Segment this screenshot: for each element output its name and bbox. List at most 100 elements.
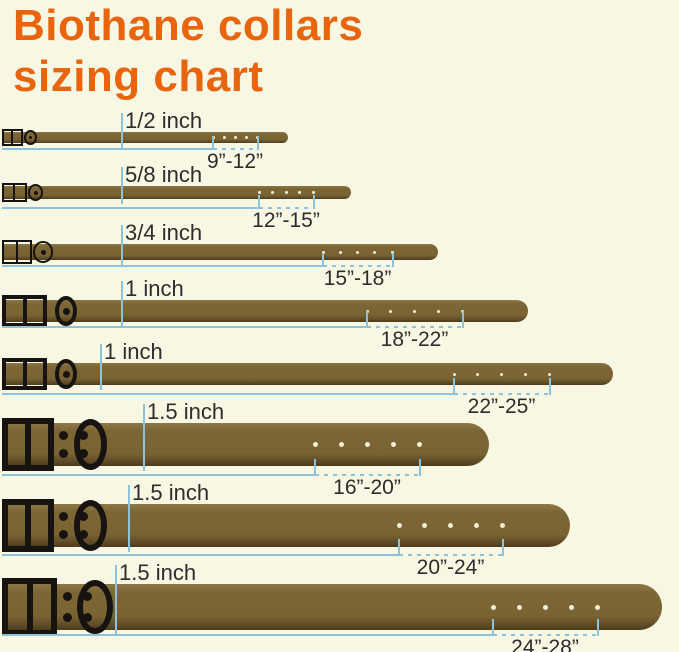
measure-line-dashed [399, 554, 504, 556]
d-ring-icon [23, 130, 38, 145]
buckle-icon [2, 578, 58, 636]
measure-tick-end [257, 136, 259, 150]
measure-tick-start [314, 459, 316, 476]
buckle-icon [2, 417, 54, 472]
buckle-pin-icon [62, 370, 70, 378]
adjustment-hole [594, 604, 600, 610]
collar-strap [2, 244, 438, 260]
d-ring-icon [73, 419, 108, 470]
buckle-icon [2, 358, 48, 390]
adjustment-hole [547, 372, 551, 376]
adjustment-hole [516, 604, 522, 610]
collar-range-label: 16”-20” [333, 476, 401, 499]
adjustment-hole [568, 604, 574, 610]
measure-line-solid [2, 393, 454, 395]
adjustment-hole [257, 191, 261, 194]
adjustment-hole [364, 442, 370, 447]
measure-tick-start [492, 619, 494, 636]
collar-strap [2, 584, 662, 630]
measure-tick-end [597, 619, 599, 636]
adjustment-hole [271, 191, 274, 194]
buckle-pin-icon [40, 249, 46, 255]
adjustment-hole [211, 136, 215, 139]
page-title-line1: Biothane collars [13, 1, 364, 50]
adjustment-hole [413, 309, 416, 313]
collar-range-label: 20”-24” [416, 556, 485, 579]
measure-tick-start [366, 311, 368, 328]
adjustment-hole [523, 372, 527, 376]
measure-line-dashed [493, 634, 599, 636]
rivet-icon [59, 511, 69, 521]
width-marker-line [121, 167, 123, 204]
rivet-icon [59, 430, 69, 440]
adjustment-hole [389, 309, 393, 313]
measure-tick-start [453, 378, 455, 395]
rivet-icon [79, 511, 89, 521]
page-title: Biothane collars sizing chart [13, 0, 363, 102]
d-ring-icon [77, 579, 114, 635]
measure-tick-start [398, 539, 400, 556]
measure-tick-end [462, 311, 464, 328]
collar-range-label: 24”-28” [511, 636, 579, 652]
d-ring-icon [55, 358, 78, 390]
adjustment-hole [312, 442, 318, 447]
rivet-icon [79, 430, 89, 440]
buckle-icon [2, 498, 54, 553]
adjustment-hole [338, 250, 342, 254]
measure-tick-start [212, 136, 214, 150]
collar-width-label: 5/8 inch [125, 162, 203, 187]
adjustment-hole [436, 309, 440, 313]
collar-strap [2, 504, 570, 547]
adjustment-hole [365, 309, 369, 313]
buckle-icon [2, 129, 23, 146]
collar-strap [2, 423, 489, 466]
width-marker-line [143, 404, 145, 471]
buckle-icon [2, 182, 27, 203]
adjustment-hole [500, 372, 503, 376]
buckle-pin-icon [29, 136, 32, 139]
adjustment-hole [490, 604, 496, 610]
adjustment-hole [396, 523, 402, 528]
adjustment-hole [284, 191, 288, 194]
adjustment-hole [460, 309, 464, 313]
buckle-icon [2, 295, 48, 327]
adjustment-hole [390, 442, 396, 447]
d-ring-icon [27, 183, 44, 202]
collar-range-label: 18”-22” [380, 328, 449, 351]
measure-line-dashed [367, 326, 464, 328]
collar-width-label: 3/4 inch [125, 220, 203, 245]
width-marker-line [100, 344, 102, 390]
adjustment-hole [356, 250, 359, 254]
rivet-icon [62, 592, 72, 602]
adjustment-hole [244, 136, 248, 139]
collar-range-label: 12”-15” [252, 209, 320, 232]
measure-line-solid [2, 148, 213, 150]
width-marker-line [128, 485, 130, 552]
width-marker-line [121, 113, 123, 148]
measure-line-dashed [213, 148, 259, 150]
collar-width-label: 1.5 inch [132, 480, 210, 505]
collar-range-label: 9”-12” [206, 150, 264, 173]
adjustment-hole [473, 523, 479, 528]
width-marker-line [115, 565, 117, 635]
measure-line-solid [2, 207, 259, 209]
measure-line-dashed [315, 474, 421, 476]
collar-range-label: 22”-25” [467, 395, 536, 418]
adjustment-hole [338, 442, 344, 447]
rivet-icon [59, 530, 69, 540]
buckle-pin-icon [33, 190, 38, 195]
d-ring-icon [55, 295, 78, 327]
page-title-line2: sizing chart [13, 52, 264, 102]
measure-line-solid [2, 326, 367, 328]
measure-line-solid [2, 554, 399, 556]
adjustment-hole [255, 136, 259, 139]
rivet-icon [59, 449, 69, 459]
adjustment-hole [476, 372, 480, 376]
adjustment-hole [452, 372, 456, 376]
collar-width-label: 1 inch [104, 339, 163, 364]
collar-strap [2, 186, 351, 199]
measure-line-solid [2, 265, 323, 267]
measure-tick-start [322, 253, 324, 267]
collar-strap [2, 363, 613, 385]
rivet-icon [82, 592, 92, 602]
